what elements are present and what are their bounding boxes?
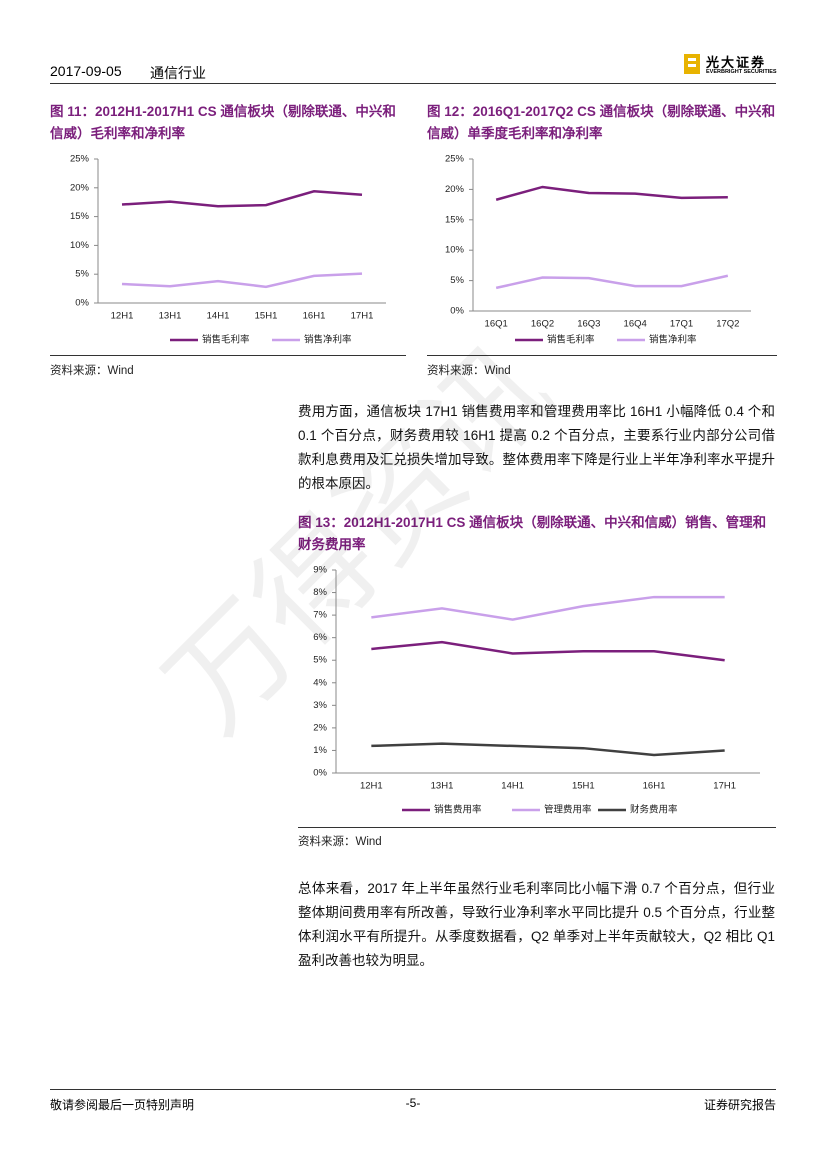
x-tick-label: 17H1: [713, 781, 736, 792]
header-rule: [50, 83, 776, 84]
x-tick-label: 16H1: [303, 311, 326, 322]
legend-label: 财务费用率: [630, 804, 678, 816]
y-tick-label: 6%: [313, 632, 327, 643]
figure-title: 图 12：2016Q1-2017Q2 CS 通信板块（剔除联通、中兴和信威）单季…: [427, 104, 776, 141]
figure-source: 资料来源：Wind: [298, 836, 382, 848]
y-tick-label: 0%: [313, 768, 327, 779]
y-tick-label: 10%: [445, 245, 465, 256]
legend-label: 管理费用率: [544, 804, 592, 816]
y-tick-label: 4%: [313, 677, 327, 688]
x-tick-label: 16H1: [643, 781, 666, 792]
chart: 0% 5% 10% 15% 20% 25% 16Q1 16Q2 16Q3 16Q4 17Q1 17Q2…: [445, 154, 751, 346]
series-line: [495, 185, 728, 201]
logo-cn: 光大证券: [706, 55, 767, 70]
series-line: [121, 272, 363, 289]
y-tick-label: 20%: [445, 184, 465, 195]
y-tick-label: 25%: [445, 154, 465, 165]
y-tick-label: 0%: [75, 298, 89, 309]
y-tick-label: 5%: [75, 269, 89, 280]
logo-icon: [684, 54, 700, 74]
x-tick-label: 12H1: [360, 781, 383, 792]
y-tick-label: 3%: [313, 700, 327, 711]
y-tick-label: 7%: [313, 610, 327, 621]
y-tick-label: 5%: [313, 655, 327, 666]
series-line: [495, 274, 729, 290]
figure-rule: [298, 827, 776, 828]
chart: 0% 5% 10% 15% 20% 25% 12H1 13H1 14H1 15H1 16H1 17H1…: [70, 154, 386, 346]
legend-label: 销售费用率: [434, 804, 482, 816]
x-tick-label: 13H1: [159, 311, 182, 322]
figure-rule: [50, 355, 406, 356]
series-line: [371, 595, 725, 621]
y-tick-label: 15%: [70, 211, 90, 222]
paragraph: 费用方面，通信板块 17H1 销售费用率和管理费用率比 16H1 小幅降低 0.…: [298, 404, 775, 491]
footer-left: 敬请参阅最后一页特别声明: [50, 1098, 195, 1112]
figure-title: 图 11：2012H1-2017H1 CS 通信板块（剔除联通、中兴和信威）毛利…: [50, 104, 396, 141]
footer-rule: [50, 1089, 776, 1090]
figure-source: 资料来源：Wind: [50, 365, 134, 377]
y-tick-label: 2%: [313, 722, 327, 733]
chart: 0% 1% 2% 3% 4% 5% 6% 7% 8% 9% 12H1 13H1 14H1 15H1 16H1…: [313, 565, 760, 816]
x-tick-label: 16Q1: [485, 319, 508, 330]
series-line: [371, 640, 725, 662]
x-tick-label: 14H1: [207, 311, 230, 322]
legend-label: 销售毛利率: [547, 334, 595, 346]
header-date: 2017-09-05: [50, 63, 122, 79]
x-tick-label: 15H1: [255, 311, 278, 322]
logo-en: EVERBRIGHT SECURITIES: [706, 69, 777, 75]
x-tick-label: 14H1: [501, 781, 524, 792]
y-tick-label: 0%: [450, 306, 464, 317]
x-tick-label: 16Q4: [624, 319, 647, 330]
legend-label: 销售毛利率: [202, 334, 250, 346]
x-tick-label: 17Q2: [716, 319, 739, 330]
paragraph: 总体来看，2017 年上半年虽然行业毛利率同比小幅下滑 0.7 个百分点，但行业…: [298, 881, 775, 968]
figure-source: 资料来源：Wind: [427, 365, 511, 377]
figure-rule: [427, 355, 777, 356]
series-line: [371, 742, 725, 757]
x-tick-label: 16Q3: [577, 319, 600, 330]
y-tick-label: 15%: [445, 214, 465, 225]
x-tick-label: 16Q2: [531, 319, 554, 330]
series-line: [121, 189, 363, 208]
legend-label: 销售净利率: [649, 334, 697, 346]
y-tick-label: 8%: [313, 587, 327, 598]
x-tick-label: 17Q1: [670, 319, 693, 330]
header-industry: 通信行业: [150, 65, 206, 81]
x-tick-label: 17H1: [351, 311, 374, 322]
x-tick-label: 13H1: [431, 781, 454, 792]
footer-right: 证券研究报告: [703, 1098, 776, 1112]
y-tick-label: 20%: [70, 182, 90, 193]
y-tick-label: 25%: [70, 154, 90, 165]
page-number: -5-: [405, 1096, 421, 1110]
y-tick-label: 10%: [70, 240, 90, 251]
y-tick-label: 5%: [450, 275, 464, 286]
figure-title: 图 13：2012H1-2017H1 CS 通信板块（剔除联通、中兴和信威）销售…: [298, 515, 767, 552]
y-tick-label: 1%: [313, 745, 327, 756]
legend-label: 销售净利率: [304, 334, 352, 346]
x-tick-label: 12H1: [111, 311, 134, 322]
x-tick-label: 15H1: [572, 781, 595, 792]
y-tick-label: 9%: [313, 565, 327, 576]
